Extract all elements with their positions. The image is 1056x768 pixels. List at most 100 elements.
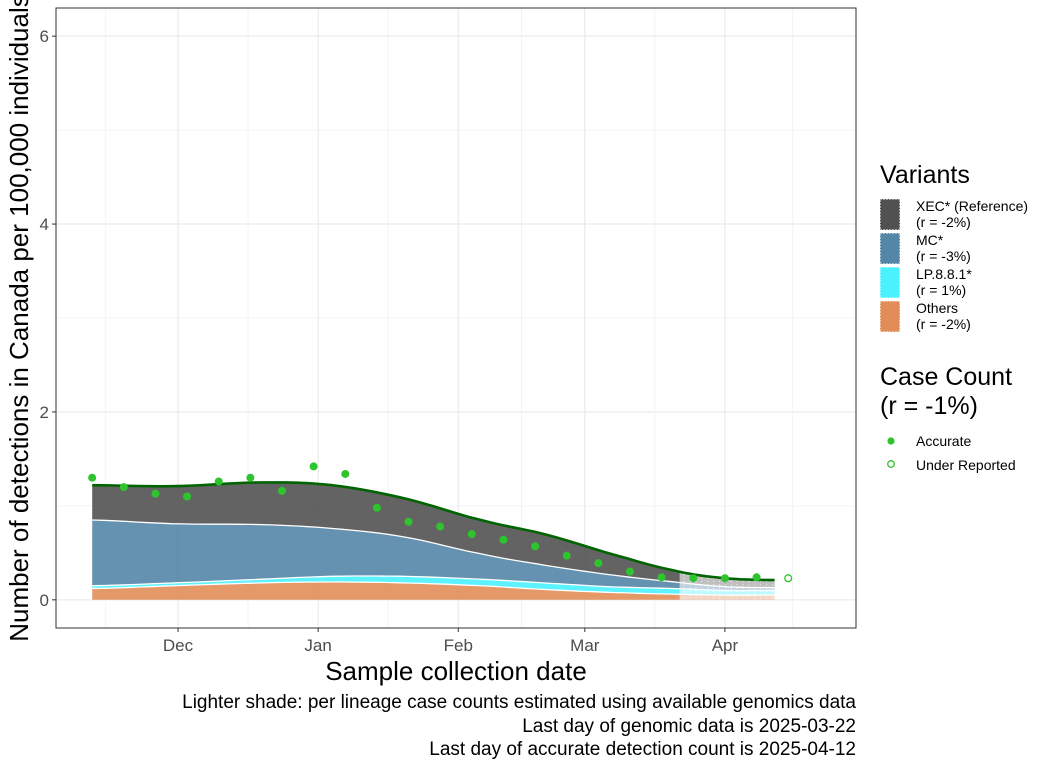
estimated-dot — [760, 594, 762, 596]
estimated-dot — [724, 597, 727, 599]
estimated-dot — [701, 590, 703, 593]
estimated-dot — [754, 580, 756, 583]
estimated-dot — [760, 587, 762, 589]
area-estimated-mc- — [679, 582, 775, 591]
estimated-dot — [701, 587, 703, 589]
accurate-point — [404, 517, 413, 526]
total-trend-line — [92, 481, 775, 582]
legend-key-label: LP.8.8.1* — [916, 266, 972, 282]
legend-under-reported-label: Under Reported — [916, 457, 1016, 473]
legend-key-r: (r = -3%) — [916, 248, 971, 264]
accurate-point — [88, 473, 97, 482]
y-tick-label: 4 — [40, 215, 49, 234]
estimated-dot — [683, 584, 685, 586]
accurate-point — [151, 489, 160, 498]
estimated-dot — [765, 594, 768, 596]
accurate-point — [720, 574, 729, 583]
panel-border — [55, 7, 857, 629]
legend-accurate-label: Accurate — [916, 433, 971, 449]
x-tick-label: Jan — [304, 636, 331, 655]
estimated-dot — [695, 597, 697, 599]
layer-boundary — [92, 581, 775, 596]
estimated-dot — [683, 587, 685, 589]
estimated-dot — [695, 594, 697, 596]
estimated-dot — [701, 577, 703, 579]
area-mc- — [92, 520, 680, 589]
estimated-dot — [736, 580, 738, 583]
accurate-point — [562, 551, 571, 560]
legend-key-label: MC* — [916, 232, 944, 248]
legend-key-r: (r = -2%) — [916, 214, 971, 230]
estimated-dot — [760, 584, 762, 586]
caption-line-2: Last day of genomic data is 2025-03-22 — [522, 716, 856, 737]
x-tick-label: Dec — [163, 636, 194, 655]
estimated-dot — [713, 597, 715, 599]
legend-under-reported-marker — [887, 460, 895, 468]
estimated-region-dots — [683, 574, 774, 599]
x-tick-label: Apr — [712, 636, 739, 655]
legend: Variants XEC* (Reference)(r = -2%)MC*(r … — [879, 161, 1028, 473]
estimated-dot — [736, 590, 738, 593]
estimated-dot — [748, 587, 750, 589]
accurate-point — [277, 486, 286, 495]
y-tick-label: 6 — [40, 27, 49, 46]
estimated-dot — [730, 594, 732, 596]
estimated-dot — [771, 584, 774, 586]
estimated-dot — [742, 597, 744, 599]
legend-key-swatch — [879, 232, 901, 265]
estimated-dot — [754, 584, 756, 586]
stacked-areas — [92, 482, 775, 600]
estimated-dot — [754, 590, 756, 593]
estimated-dot — [736, 597, 738, 599]
estimated-dot — [689, 590, 691, 593]
estimated-dot — [771, 590, 774, 593]
legend-key-label: XEC* (Reference) — [916, 198, 1028, 214]
estimated-dot — [748, 580, 750, 583]
estimated-dot — [713, 587, 715, 589]
estimated-dot — [713, 594, 715, 596]
estimated-dot — [748, 597, 750, 599]
estimated-dot — [771, 594, 774, 596]
estimated-dot — [707, 590, 709, 593]
estimated-dot — [701, 584, 703, 586]
case-count-points — [88, 462, 793, 583]
estimated-dot — [754, 597, 756, 599]
legend-key-swatch — [879, 198, 901, 231]
accurate-point — [626, 567, 635, 576]
estimated-dot — [760, 580, 762, 583]
estimated-dot — [707, 594, 709, 596]
estimated-dot — [748, 584, 750, 586]
legend-casecount-subtitle: (r = -1%) — [880, 392, 978, 420]
accurate-point — [183, 492, 192, 501]
estimated-dot — [707, 584, 709, 586]
estimated-dot — [754, 594, 756, 596]
accurate-point — [467, 530, 476, 539]
estimated-dot — [718, 594, 721, 596]
estimated-dot — [736, 584, 738, 586]
accurate-point — [341, 469, 350, 478]
estimated-dot — [683, 597, 685, 599]
estimated-dot — [713, 584, 715, 586]
estimated-dot — [683, 574, 685, 576]
legend-key-r: (r = -2%) — [916, 316, 971, 332]
estimated-dot — [707, 577, 709, 579]
legend-key-swatch — [879, 300, 901, 333]
plot-panel — [55, 7, 857, 629]
y-axis-title: Number of detections in Canada per 100,0… — [4, 0, 34, 642]
estimated-dot — [742, 590, 744, 593]
x-tick-labels: Dec Jan Feb Mar Apr — [163, 628, 739, 655]
legend-key-label: Others — [916, 300, 958, 316]
estimated-dot — [742, 580, 744, 583]
y-tick-label: 0 — [40, 591, 49, 610]
estimated-dot — [742, 584, 744, 586]
caption-line-1: Lighter shade: per lineage case counts e… — [182, 692, 856, 713]
estimated-dot — [771, 587, 774, 589]
estimated-dot — [765, 590, 768, 593]
legend-variants-title: Variants — [880, 161, 970, 189]
accurate-point — [309, 462, 318, 471]
estimated-dot — [765, 597, 768, 599]
estimated-dot — [742, 594, 744, 596]
estimated-dot — [683, 590, 685, 593]
estimated-dot — [730, 580, 732, 583]
estimated-dot — [718, 584, 721, 586]
